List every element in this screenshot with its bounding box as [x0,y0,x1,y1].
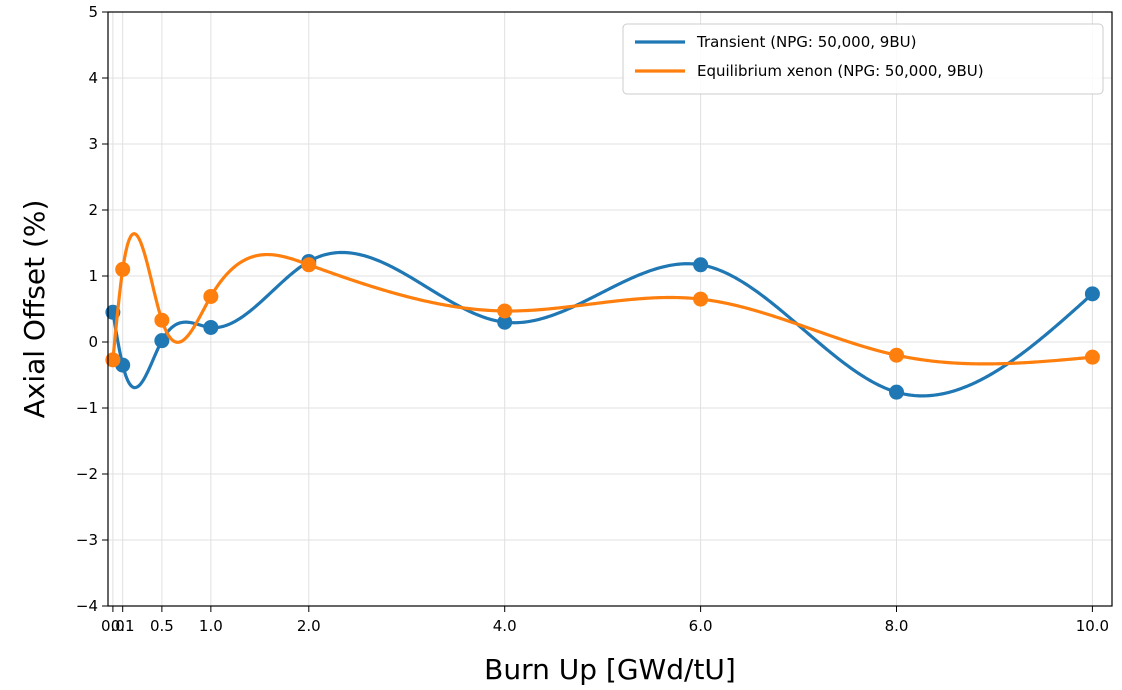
series-1-point [203,288,219,304]
series-1-point [889,347,905,363]
series-1-point [301,257,317,273]
legend-label-0: Transient (NPG: 50,000, 9BU) [696,33,916,51]
y-tick-label: −1 [76,399,98,417]
x-tick-label: 1.0 [199,617,223,635]
y-tick-label: 4 [88,69,98,87]
legend-label-1: Equilibrium xenon (NPG: 50,000, 9BU) [697,62,984,80]
x-tick-label: 2.0 [297,617,321,635]
series-1-point [693,291,709,307]
y-tick-label: 2 [88,201,98,219]
x-tick-label: 0.0 [101,617,125,635]
y-tick-label: 5 [88,3,98,21]
x-tick-label: 0.5 [150,617,174,635]
series-1-point [115,261,131,277]
series-0-point [497,314,513,330]
y-tick-label: 0 [88,333,98,351]
x-tick-label: 0.1 [111,617,135,635]
series-0-point [889,384,905,400]
plot-frame [107,11,1113,607]
series-0-point [693,257,709,273]
axis-ticks: −4 −3 −2 −1 0 1 2 3 4 5 0.00.1 0.5 1.0 2.0 4.0 6.0 8.0 10… [76,3,1109,635]
x-axis-title: Burn Up [GWd/tU] [484,653,736,686]
y-axis-title: Axial Offset (%) [18,200,51,419]
x-tick-label: 6.0 [689,617,713,635]
x-tick-label: 10.0 [1076,617,1109,635]
series-line-0 [111,250,1094,398]
y-tick-label: −2 [76,465,98,483]
x-tick-label: 4.0 [493,617,517,635]
y-tick-label: 3 [88,135,98,153]
series-0-point [203,319,219,335]
legend: Transient (NPG: 50,000, 9BU) Equilibrium … [622,23,1104,95]
series-0-point [154,333,170,349]
y-tick-label: −4 [76,597,98,615]
series-line-1 [111,232,1093,366]
series-1-point [497,303,513,319]
series-layer [105,232,1100,400]
y-tick-label: −3 [76,531,98,549]
series-1-point [1084,349,1100,365]
series-1-point [105,352,121,368]
legend-box [622,23,1104,95]
grid-lines [108,11,1112,607]
series-0-point [1084,286,1100,302]
series-1-point [154,312,170,328]
x-tick-label: 8.0 [885,617,909,635]
y-tick-label: 1 [88,267,98,285]
